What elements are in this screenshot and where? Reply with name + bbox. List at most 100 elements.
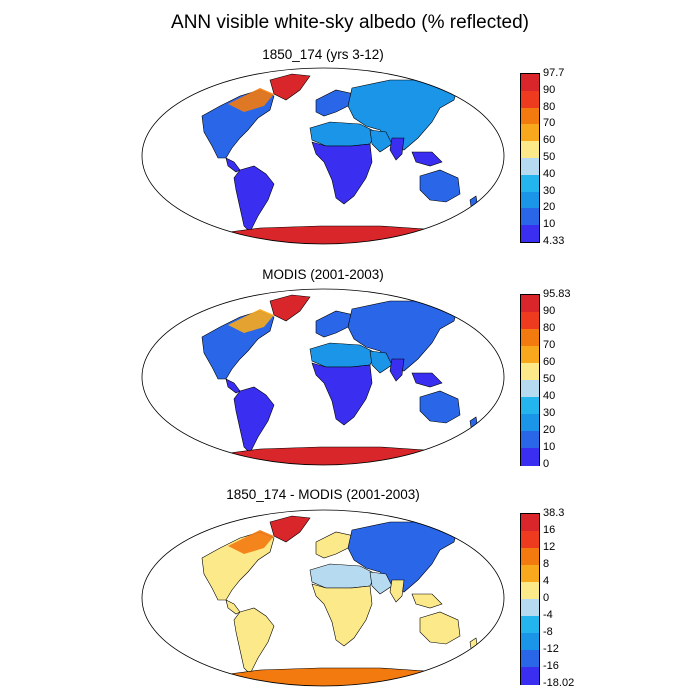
globe-outline: [141, 67, 505, 245]
landmass-europe: [315, 531, 355, 559]
colorbar-tick-label: 97.7: [543, 67, 565, 79]
colorbar-segment: [521, 397, 539, 415]
colorbar-tick-label: -8: [543, 626, 553, 638]
colorbar-segment: [521, 74, 539, 92]
colorbar-tick-label: 30: [543, 407, 556, 419]
colorbar-segment: [521, 225, 539, 243]
colorbar-segment: [521, 90, 539, 109]
landmass-samerica: [233, 607, 275, 675]
colorbar-tick-label: -4: [543, 609, 553, 621]
landmass-samerica: [233, 165, 275, 233]
colorbar-segment: [521, 380, 539, 398]
colorbar-segment: [521, 599, 539, 617]
colorbar-segment: [521, 363, 539, 381]
colorbar-tick-label: 70: [543, 339, 556, 351]
landmass-africa: [311, 362, 373, 426]
landmass-australia: [419, 390, 461, 424]
colorbar-segment: [521, 191, 539, 209]
panel-1-colorbar: [520, 73, 540, 243]
colorbar-tick-label: 8: [543, 558, 550, 570]
colorbar-segment: [521, 633, 539, 651]
landmass-india: [389, 137, 405, 161]
arctic-region: [228, 309, 274, 333]
colorbar-tick-label: -18.02: [543, 677, 575, 689]
colorbar-tick-label: 0: [543, 458, 550, 470]
landmass-india: [389, 579, 405, 603]
panel-2-title: MODIS (2001-2003): [262, 267, 384, 282]
colorbar-tick-label: -16: [543, 660, 559, 672]
colorbar-segment: [521, 295, 539, 313]
colorbar-segment: [521, 208, 539, 226]
panel-2-colorbar: [520, 294, 540, 466]
landmass-africa: [311, 583, 373, 647]
colorbar-tick-label: 50: [543, 373, 556, 385]
colorbar-tick-label: 90: [543, 83, 556, 96]
panel-1-title: 1850_174 (yrs 3-12): [262, 47, 384, 62]
landmass-camerica: [225, 378, 241, 394]
colorbar-tick-label: 0: [543, 592, 550, 604]
colorbar-segment: [521, 667, 539, 685]
colorbar-segment: [521, 548, 539, 566]
panel-1-map: [141, 67, 505, 245]
globe-outline: [141, 509, 505, 687]
panel-3-colorbar: [520, 513, 540, 685]
globe-outline: [141, 288, 505, 466]
colorbar-tick-label: -12: [543, 643, 559, 655]
colorbar-tick-label: 40: [543, 167, 556, 180]
colorbar-tick-label: 12: [543, 541, 556, 553]
colorbar-tick-label: 20: [543, 424, 556, 436]
colorbar-tick-label: 95.83: [543, 288, 571, 300]
colorbar-segment: [521, 431, 539, 449]
colorbar-tick-label: 80: [543, 100, 556, 113]
colorbar-segment: [521, 124, 539, 142]
landmass-seasia: [411, 151, 443, 167]
colorbar-segment: [521, 565, 539, 583]
colorbar-segment: [521, 174, 539, 193]
landmass-seasia: [411, 372, 443, 388]
colorbar-segment: [521, 107, 539, 125]
colorbar-segment: [521, 582, 539, 600]
colorbar-tick-label: 30: [543, 184, 556, 197]
colorbar-segment: [521, 448, 539, 466]
colorbar-tick-label: 4.33: [543, 235, 565, 247]
landmass-arabia: [369, 571, 393, 595]
colorbar-tick-label: 10: [543, 441, 556, 453]
landmass-arabia: [369, 129, 393, 153]
colorbar-segment: [521, 158, 539, 176]
landmass-europe: [315, 310, 355, 338]
colorbar-segment: [521, 312, 539, 330]
colorbar-tick-label: 80: [543, 322, 556, 334]
colorbar-segment: [521, 414, 539, 432]
colorbar-segment: [521, 329, 539, 347]
arctic-region: [228, 530, 274, 554]
colorbar-tick-label: 4: [543, 575, 550, 587]
landmass-africa: [311, 141, 373, 205]
landmass-australia: [419, 611, 461, 645]
colorbar-tick-label: 38.3: [543, 507, 565, 519]
landmass-arabia: [369, 350, 393, 374]
colorbar-segment: [521, 141, 539, 159]
colorbar-tick-label: 70: [543, 117, 556, 130]
colorbar-tick-label: 20: [543, 201, 556, 214]
colorbar-segment: [521, 514, 539, 532]
landmass-australia: [419, 169, 461, 203]
colorbar-segment: [521, 531, 539, 549]
panel-2-map: [141, 288, 505, 466]
figure-title: ANN visible white-sky albedo (% reflecte…: [171, 12, 529, 33]
arctic-region: [228, 88, 274, 112]
colorbar-tick-label: 50: [543, 151, 556, 163]
colorbar-tick-label: 16: [543, 524, 556, 536]
landmass-samerica: [233, 386, 275, 454]
colorbar-segment: [521, 346, 539, 364]
colorbar-tick-label: 90: [543, 305, 556, 317]
panel-3-title: 1850_174 - MODIS (2001-2003): [226, 487, 420, 502]
landmass-seasia: [411, 593, 443, 609]
colorbar-segment: [521, 616, 539, 634]
landmass-camerica: [225, 599, 241, 615]
landmass-camerica: [225, 157, 241, 173]
colorbar-tick-label: 60: [543, 134, 556, 147]
colorbar-tick-label: 60: [543, 356, 556, 368]
colorbar-tick-label: 40: [543, 390, 556, 402]
landmass-europe: [315, 89, 355, 117]
colorbar-segment: [521, 650, 539, 668]
